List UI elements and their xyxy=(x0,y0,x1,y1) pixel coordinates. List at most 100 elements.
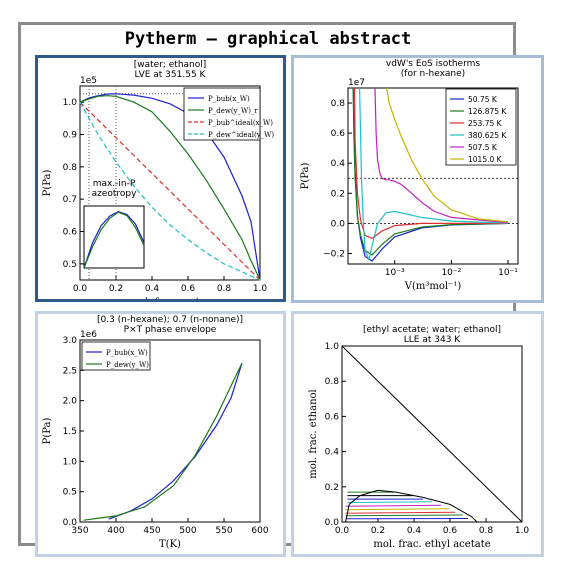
plot-frame xyxy=(341,345,523,523)
panel-isotherms: 10⁻³ 10⁻² 10⁻¹ −0.2 0.0 0.2 0.4 0.6 0.8 vdW's EoS… xyxy=(291,55,544,303)
y-tick-label: 0.5 xyxy=(63,488,77,498)
x-tick-label: 0.2 xyxy=(109,284,123,294)
chart-subtitle: (for n-hexane) xyxy=(401,69,465,79)
legend-label: P_dew^ideal(y_W) xyxy=(208,131,274,139)
plot-frame xyxy=(347,87,519,265)
x-tick-label: 0.0 xyxy=(73,284,88,294)
series-line xyxy=(359,88,509,262)
x-axis-label: T(K) xyxy=(159,539,181,550)
panel-phase-envelope: 350 400 450 500 550 600 0.0 0.5 1.0 1.5 2.0 2.5 3.0 [… xyxy=(35,311,286,557)
axis-offset-label: 1e7 xyxy=(348,78,365,88)
y-tick-label: 1.0 xyxy=(63,98,78,108)
series-group xyxy=(352,88,509,262)
x-tick-label: 10⁻² xyxy=(441,268,461,278)
legend-label: P_dew(y_W)_r xyxy=(208,107,258,115)
panel-lve: 0.0 0.2 0.4 0.6 0.8 1.0 0.5 0.6 0.7 0.8 0.9 1.0 [wat… xyxy=(35,55,286,302)
x-tick-label: 0.8 xyxy=(217,284,232,294)
annotation-text: azeotropy xyxy=(92,189,138,199)
series-line xyxy=(386,88,509,223)
legend-label: P_bub^ideal(x_W) xyxy=(208,119,273,127)
y-tick-label: 0.4 xyxy=(325,448,340,458)
inset-series-line xyxy=(83,210,145,269)
y-tick-label: 0.0 xyxy=(325,518,340,528)
tie-line xyxy=(345,508,451,511)
y-axis-label: P(Pa) xyxy=(42,418,53,445)
x-tick-label: 0.4 xyxy=(145,284,160,294)
x-tick-label: 350 xyxy=(71,526,88,536)
legend-label: P_bub(x_W) xyxy=(106,349,148,357)
x-tick-label: 0.4 xyxy=(407,526,422,536)
series-line xyxy=(353,88,508,240)
y-tick-label: 0.6 xyxy=(331,129,346,139)
plot-frame xyxy=(79,85,261,281)
legend-label: P_dew(y_W) xyxy=(106,361,149,369)
y-tick-label: 1.5 xyxy=(63,427,77,437)
y-tick-label: 0.5 xyxy=(63,260,77,270)
y-axis-label: P(Pa) xyxy=(300,163,311,190)
chart-title: [0.3 (n-hexane); 0.7 (n-nonane)] xyxy=(97,315,243,325)
tie-line xyxy=(347,501,433,504)
annotation-text: max.-in-P xyxy=(93,179,136,189)
chart-phase-envelope: 350 400 450 500 550 600 0.0 0.5 1.0 1.5 2.0 2.5 3.0 [… xyxy=(42,315,269,550)
y-tick-label: 0.7 xyxy=(63,195,77,205)
y-tick-label: 0.9 xyxy=(63,131,78,141)
x-tick-label: 10⁻¹ xyxy=(498,268,518,278)
y-tick-label: 0.8 xyxy=(63,163,78,173)
y-tick-label: 0.8 xyxy=(325,377,340,387)
y-tick-label: 0.6 xyxy=(63,228,78,238)
x-tick-label: 550 xyxy=(215,526,232,536)
legend-label: 126.875 K xyxy=(468,107,507,116)
chart-subtitle: LVE at 351.55 K xyxy=(135,70,207,80)
chart-lle: 0.0 0.2 0.4 0.6 0.8 1.0 0.0 0.2 0.4 0.6 0.8 1.0 [eth… xyxy=(308,325,529,550)
series-line xyxy=(79,101,261,281)
triangle-hypotenuse xyxy=(341,345,523,523)
x-tick-label: 0.2 xyxy=(371,526,385,536)
y-tick-label: 1.0 xyxy=(325,342,340,352)
series-line xyxy=(83,362,243,521)
series-line xyxy=(352,88,509,256)
x-axis-label: mol. frac. ethyl acetate xyxy=(373,539,490,550)
axis-offset-label: 1e5 xyxy=(80,76,97,86)
tie-line xyxy=(345,514,463,517)
y-tick-label: 0.6 xyxy=(325,412,340,422)
chart-isotherms: 10⁻³ 10⁻² 10⁻¹ −0.2 0.0 0.2 0.4 0.6 0.8 vdW's EoS… xyxy=(300,59,519,292)
legend-label: 253.75 K xyxy=(468,119,503,128)
x-tick-label: 400 xyxy=(107,526,124,536)
x-tick-label: 0.6 xyxy=(443,526,458,536)
legend-label: 1015.0 K xyxy=(468,155,503,164)
y-axis-label: mol. frac. ethanol xyxy=(308,389,319,478)
y-tick-label: 0.0 xyxy=(331,219,346,229)
y-tick-label: 0.8 xyxy=(331,99,346,109)
y-tick-label: 0.0 xyxy=(63,518,78,528)
chart-lve: 0.0 0.2 0.4 0.6 0.8 1.0 0.5 0.6 0.7 0.8 0.9 1.0 [wat… xyxy=(42,60,274,299)
axis-offset-label: 1e6 xyxy=(80,330,97,340)
chart-subtitle: P×T phase envelope xyxy=(124,325,217,335)
chart-title: [ethyl acetate; water; ethanol] xyxy=(363,325,501,335)
series-line xyxy=(79,101,261,281)
y-tick-label: −0.2 xyxy=(323,249,345,259)
x-tick-label: 0.8 xyxy=(479,526,494,536)
y-tick-label: 0.2 xyxy=(325,483,339,493)
x-tick-label: 600 xyxy=(251,526,268,536)
binodal-curve xyxy=(345,489,478,523)
y-tick-label: 2.5 xyxy=(63,366,77,376)
legend-label: 50.75 K xyxy=(468,95,498,104)
x-tick-label: 0.6 xyxy=(181,284,196,294)
tie-line xyxy=(345,504,442,507)
panel-lle: 0.0 0.2 0.4 0.6 0.8 1.0 0.0 0.2 0.4 0.6 0.8 1.0 [eth… xyxy=(291,311,544,557)
x-axis-label: mol. frac. water xyxy=(130,297,211,299)
legend-label: 507.5 K xyxy=(468,143,498,152)
inset-series-line xyxy=(83,211,145,269)
x-tick-label: 1.0 xyxy=(253,284,268,294)
tie-line xyxy=(345,511,456,514)
inset-frame xyxy=(83,205,145,269)
y-tick-label: 3.0 xyxy=(63,336,78,346)
series-line xyxy=(108,362,243,520)
y-tick-label: 0.4 xyxy=(331,159,346,169)
page-title: Pytherm – graphical abstract xyxy=(124,29,412,49)
x-axis-label: V(m³mol⁻¹) xyxy=(404,281,462,292)
series-line xyxy=(79,95,261,281)
y-tick-label: 1.0 xyxy=(63,457,78,467)
chart-title: [water; ethanol] xyxy=(134,60,207,70)
chart-title: vdW's EoS isotherms xyxy=(386,59,481,69)
